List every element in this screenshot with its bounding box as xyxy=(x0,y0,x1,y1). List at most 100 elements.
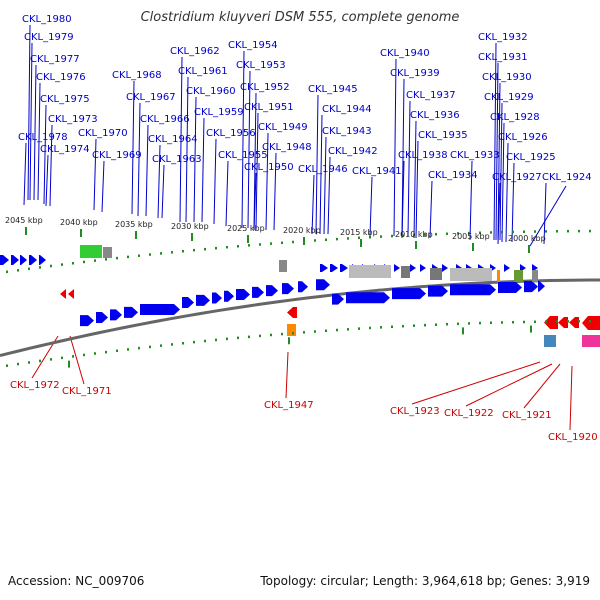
tick-dot-bottom xyxy=(457,322,459,326)
gene-label-top: CKL_1941 xyxy=(352,166,402,177)
tick-dot-top xyxy=(248,244,250,247)
tick-dot-top xyxy=(17,269,19,272)
leader-line-bottom xyxy=(411,361,541,405)
gene-label-top: CKL_1956 xyxy=(206,128,256,139)
gene-label-bottom: CKL_1922 xyxy=(444,408,494,419)
tick-dot-bottom xyxy=(270,333,272,337)
gene-label-top: CKL_1951 xyxy=(244,102,294,113)
scale-label: 2000 kbp xyxy=(508,234,546,243)
leader-line-top xyxy=(319,114,323,235)
gene-label-top: CKL_1961 xyxy=(178,66,228,77)
gene-label-top: CKL_1945 xyxy=(308,84,358,95)
leader-line-top xyxy=(101,160,105,213)
leader-line-top xyxy=(497,182,501,245)
gene-label-top: CKL_1955 xyxy=(218,150,268,161)
leader-line-bottom xyxy=(569,365,573,431)
scale-tick-bottom xyxy=(68,360,70,368)
gene-box-grey xyxy=(401,266,410,278)
gene-labels: CKL_1980 CKL_1979 CKL_1977 CKL_1976 CKL_1975… xyxy=(10,14,598,443)
tick-dot-bottom xyxy=(380,326,382,329)
tick-dot-top xyxy=(314,239,316,242)
gene-label-top: CKL_1930 xyxy=(482,72,532,83)
tick-dot-top xyxy=(336,237,338,241)
forward-gene-arrow xyxy=(332,293,344,305)
leader-line-top xyxy=(401,160,405,239)
gene-label-top: CKL_1939 xyxy=(390,68,440,79)
gene-label-top: CKL_1975 xyxy=(40,94,90,105)
gene-label-top: CKL_1954 xyxy=(228,40,278,51)
forward-gene-arrow xyxy=(316,279,330,291)
tick-dot-top xyxy=(50,264,52,268)
tick-dot-top xyxy=(39,266,41,269)
gene-label-top: CKL_1960 xyxy=(186,86,236,97)
tick-dot-bottom xyxy=(589,320,591,323)
tick-dot-top xyxy=(6,270,8,274)
tick-dot-top xyxy=(545,230,547,233)
gene-label-top: CKL_1979 xyxy=(24,32,74,43)
tick-dot-bottom xyxy=(17,362,19,366)
gene-label-top: CKL_1963 xyxy=(152,154,202,165)
tick-dot-top xyxy=(424,233,426,236)
tick-dot-bottom xyxy=(402,324,404,328)
leader-line-top xyxy=(193,96,197,223)
scale-label: 2010 kbp xyxy=(395,230,433,239)
tick-dot-bottom xyxy=(523,320,525,324)
leader-line-top xyxy=(43,104,47,205)
leader-line-top xyxy=(499,102,503,241)
forward-gene-arrow-small xyxy=(340,264,348,272)
forward-gene-arrow-small xyxy=(394,264,400,272)
tick-dot-top xyxy=(369,235,371,239)
forward-gene-arrow xyxy=(0,255,9,265)
scale-tick xyxy=(360,239,362,247)
leader-line-top xyxy=(93,138,97,211)
gene-label-top: CKL_1931 xyxy=(478,52,528,63)
tick-dot-bottom xyxy=(204,339,206,343)
forward-gene-arrow xyxy=(20,255,27,265)
gene-label-top: CKL_1942 xyxy=(328,146,378,157)
tick-dot-bottom xyxy=(314,330,316,333)
tick-dot-top xyxy=(589,229,591,233)
tick-dot-top xyxy=(391,234,393,238)
reverse-gene-arrow xyxy=(569,317,579,328)
tick-dot-bottom xyxy=(578,320,580,323)
gene-label-top: CKL_1969 xyxy=(92,150,142,161)
gene-label-top: CKL_1925 xyxy=(506,152,556,163)
leader-line-top xyxy=(495,62,499,241)
tick-dot-top xyxy=(523,230,525,233)
scale-tick xyxy=(528,245,530,253)
tick-dot-top xyxy=(501,230,503,234)
tick-dot-bottom xyxy=(424,323,426,327)
tick-dot-bottom xyxy=(61,356,63,360)
gene-label-top: CKL_1936 xyxy=(410,110,460,121)
tick-dot-bottom xyxy=(512,320,514,324)
tick-dot-bottom xyxy=(292,331,294,335)
leader-line-bottom xyxy=(465,363,553,407)
leader-line-top xyxy=(27,24,31,201)
tick-dot-top xyxy=(578,229,580,233)
tick-dot-bottom xyxy=(171,343,173,346)
leader-line-top xyxy=(137,102,141,217)
gene-box-grey xyxy=(532,270,538,282)
leader-line-bottom xyxy=(69,335,85,385)
tick-dot-bottom xyxy=(567,320,569,323)
leader-line-top xyxy=(179,56,183,223)
gene-label-top: CKL_1927 xyxy=(492,172,542,183)
leader-line-top xyxy=(323,136,327,235)
leader-line-top xyxy=(131,80,135,215)
gene-box-green xyxy=(80,245,102,258)
gene-label-top: CKL_1949 xyxy=(258,122,308,133)
forward-gene-arrow xyxy=(110,309,122,321)
scale-tick xyxy=(191,233,193,241)
leader-line-top xyxy=(33,64,37,201)
forward-gene-arrow xyxy=(298,281,308,293)
leader-line-top xyxy=(201,117,205,223)
forward-gene-arrow xyxy=(182,297,194,309)
gene-box-orange xyxy=(497,270,500,282)
gene-box-grey xyxy=(103,247,112,258)
leader-line-top xyxy=(23,142,27,206)
tick-dot-bottom xyxy=(534,320,536,324)
scale-label: 2015 kbp xyxy=(340,228,378,237)
tick-dot-top xyxy=(270,242,272,245)
tick-dot-bottom xyxy=(435,323,437,326)
tick-dot-top xyxy=(182,249,184,253)
